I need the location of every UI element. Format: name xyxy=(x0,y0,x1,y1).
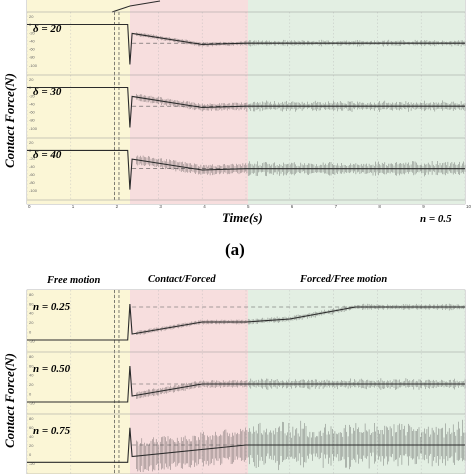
series-label: n = 0.50 xyxy=(33,363,71,375)
y-tick-label: -40 xyxy=(29,38,36,43)
corner-note: n = 0.5 xyxy=(420,213,452,225)
oscillation-trace xyxy=(136,303,466,335)
y-tick-label: 20 xyxy=(29,14,34,19)
panel-caption: (a) xyxy=(225,240,245,259)
x-tick-label: 7 xyxy=(335,204,338,209)
y-tick-label: 60 xyxy=(29,425,34,430)
y-tick-label: 0 xyxy=(29,329,32,334)
x-tick-label: 9 xyxy=(422,204,425,209)
series-line xyxy=(27,149,465,190)
phase-label-forced-free: Forced/Free motion xyxy=(299,274,387,285)
y-tick-label: 60 xyxy=(29,363,34,368)
oscillation-trace xyxy=(136,32,466,47)
panel-a: 0 1 2 3 4 5 6 7 8 9 10 20 0 -20 -40 -60 -80 -100 δ = 20 20… xyxy=(2,0,472,259)
y-tick-label: -100 xyxy=(29,126,38,131)
y-tick-label: -40 xyxy=(29,164,36,169)
y-tick-label: 20 xyxy=(29,320,34,325)
region-forced xyxy=(248,0,465,204)
y-axis-label: Contact Force(N) xyxy=(2,353,17,448)
series-3: 80 60 40 20 0 -20 n = 0.75 xyxy=(27,416,466,474)
y-tick-label: -80 xyxy=(29,180,36,185)
y-tick-label: 60 xyxy=(29,301,34,306)
y-tick-label: 20 xyxy=(29,140,34,145)
y-tick-label: 80 xyxy=(29,354,34,359)
y-tick-label: -100 xyxy=(29,63,38,68)
y-tick-label: 20 xyxy=(29,382,34,387)
y-tick-label: -20 xyxy=(29,30,36,35)
x-tick-label: 2 xyxy=(116,204,119,209)
x-tick-label: 3 xyxy=(159,204,162,209)
phase-label-free: Free motion xyxy=(46,275,101,286)
y-tick-label: -80 xyxy=(29,118,36,123)
series-line xyxy=(27,365,465,403)
x-tick-label: 0 xyxy=(28,204,31,209)
x-tick-label: 5 xyxy=(247,204,250,209)
region-free xyxy=(27,290,130,474)
x-tick-label: 4 xyxy=(203,204,206,209)
y-tick-label: -20 xyxy=(29,93,36,98)
oscillation-trace xyxy=(136,378,466,399)
y-tick-label: -80 xyxy=(29,55,36,60)
y-tick-label: 80 xyxy=(29,292,34,297)
panel-b: Free motion Contact/Forced Forced/Free m… xyxy=(2,274,466,474)
y-tick-label: -60 xyxy=(29,47,36,52)
y-tick-label: -20 xyxy=(29,401,36,406)
series-line xyxy=(111,0,161,13)
series-label: n = 0.25 xyxy=(33,301,71,313)
y-tick-label: -60 xyxy=(29,110,36,115)
y-tick-label: -20 xyxy=(29,339,36,344)
y-tick-label: 20 xyxy=(29,77,34,82)
x-tick-label: 6 xyxy=(291,204,294,209)
y-tick-label: -100 xyxy=(29,188,38,193)
y-tick-label: 40 xyxy=(29,373,34,378)
phase-label-contact: Contact/Forced xyxy=(148,274,216,285)
traces: 80 60 40 20 0 -20 n = 0.25 80 60 40 20 0 -20 n = 0.50… xyxy=(27,292,466,474)
y-tick-label: -20 xyxy=(29,461,36,466)
series-line xyxy=(27,23,465,65)
y-tick-label: 40 xyxy=(29,434,34,439)
y-tick-label: -20 xyxy=(29,156,36,161)
series-1: 80 60 40 20 0 -20 n = 0.25 xyxy=(27,292,466,353)
x-tick-label: 1 xyxy=(72,204,75,209)
series-label: δ = 40 xyxy=(33,149,62,161)
series-line xyxy=(27,86,465,128)
y-tick-label: 20 xyxy=(29,443,34,448)
x-tick-label: 10 xyxy=(466,204,472,209)
oscillation-trace xyxy=(136,155,466,177)
y-tick-label: 40 xyxy=(29,311,34,316)
gridlines: 0 1 2 3 4 5 6 7 8 9 10 xyxy=(26,12,472,209)
series-2: 80 60 40 20 0 -20 n = 0.50 xyxy=(27,354,466,415)
region-forced xyxy=(248,290,465,474)
series-label: δ = 20 xyxy=(33,23,62,35)
y-tick-label: -40 xyxy=(29,101,36,106)
oscillation-trace xyxy=(136,419,466,472)
x-axis-label: Time(s) xyxy=(222,210,263,225)
series-label: n = 0.75 xyxy=(33,425,71,437)
region-free xyxy=(27,0,130,204)
series-label: δ = 30 xyxy=(33,86,62,98)
y-tick-label: 80 xyxy=(29,416,34,421)
oscillation-trace xyxy=(136,93,466,112)
y-tick-label: 0 xyxy=(29,452,32,457)
y-tick-label: 0 xyxy=(29,391,32,396)
y-tick-label: -60 xyxy=(29,172,36,177)
y-axis-label: Contact Force(N) xyxy=(2,73,17,168)
x-tick-label: 8 xyxy=(378,204,381,209)
